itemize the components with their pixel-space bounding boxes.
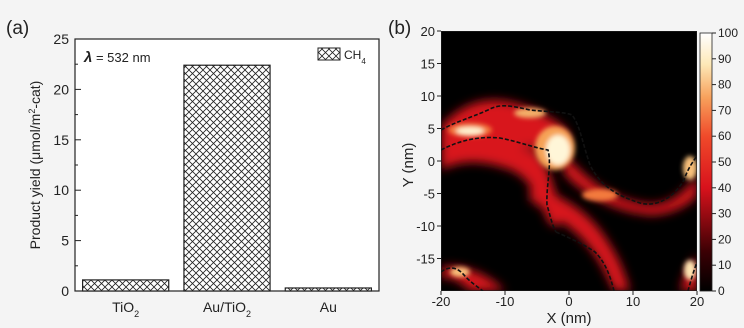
colorbar-tick-label: 20 (718, 232, 732, 246)
heatmap-y-tick-label: 10 (421, 89, 435, 104)
bar (183, 64, 271, 292)
heatmap-y-tick-label: -10 (416, 219, 435, 234)
legend-label-ch4: CH4 (344, 48, 366, 66)
panel-b-label: (b) (388, 18, 411, 39)
bar-y-tick-label: 20 (53, 81, 69, 97)
heatmap-x-tick-label: 10 (626, 294, 640, 309)
bar-y-tick-label: 5 (61, 233, 69, 249)
heatmap-x-tick-label: 20 (690, 294, 704, 309)
bar-y-tick-label: 25 (53, 31, 69, 47)
heatmap-hotspots (448, 108, 697, 280)
heatmap-y-axis-label: Y (nm) (400, 143, 417, 188)
colorbar-tick-label: 90 (718, 52, 732, 66)
bar-y-tick-label: 0 (61, 283, 69, 299)
heatmap (441, 31, 697, 291)
heatmap-x-tick-label: -20 (432, 294, 451, 309)
heatmap-y-tick-label: -5 (423, 187, 435, 202)
colorbar-gradient (699, 32, 713, 292)
heatmap-y-tick-label: 15 (421, 57, 435, 72)
legend-swatch-ch4 (317, 47, 341, 61)
bar-y-axis-label: Product yield (μmol/m2-cat) (27, 81, 43, 250)
bar-y-ticks: 0 5 10 15 20 25 (53, 31, 81, 299)
heatmap-x-ticks: -20 -10 0 10 20 (432, 291, 704, 309)
bar-legend: CH4 (317, 47, 366, 66)
heatmap-x-tick-label: -10 (496, 294, 515, 309)
colorbar-tick-label: 10 (718, 258, 732, 272)
wavelength-annotation: λ = 532 nm (83, 49, 151, 66)
heatmap-y-tick-label: 5 (428, 122, 435, 137)
bar-y-tick-label: 10 (53, 182, 69, 198)
heatmap-x-axis-label: X (nm) (547, 310, 592, 327)
heatmap-x-tick-label: 0 (565, 294, 572, 309)
heatmap-y-ticks: 20 15 10 5 0 -5 -10 -15 (416, 24, 441, 267)
bar (284, 287, 372, 292)
heatmap-y-tick-label: 20 (421, 24, 435, 39)
bar-x-tick-label: Au/TiO2 (203, 299, 251, 319)
colorbar-tick-label: 50 (718, 155, 732, 169)
bar-series (81, 64, 372, 292)
colorbar-tick-label: 30 (718, 207, 732, 221)
bar (81, 279, 170, 292)
bar-x-tick-labels: TiO2 Au/TiO2 Au (112, 299, 337, 319)
panel-a-label: (a) (6, 18, 29, 39)
heatmap-y-tick-label: 0 (428, 154, 435, 169)
heatmap-y-tick-label: -15 (416, 252, 435, 267)
colorbar-tick-label: 60 (718, 129, 732, 143)
bar-x-tick-label: TiO2 (112, 299, 139, 319)
colorbar-tick-label: 70 (718, 103, 732, 117)
colorbar-tick-label: 80 (718, 78, 732, 92)
colorbar-tick-label: 100 (718, 26, 738, 40)
colorbar-tick-label: 40 (718, 181, 732, 195)
heatmap-contours (441, 105, 697, 291)
bar-y-tick-label: 15 (53, 132, 69, 148)
colorbar-tick-label: 0 (718, 284, 725, 298)
bar-x-tick-label: Au (320, 299, 337, 315)
colorbar (699, 32, 713, 292)
